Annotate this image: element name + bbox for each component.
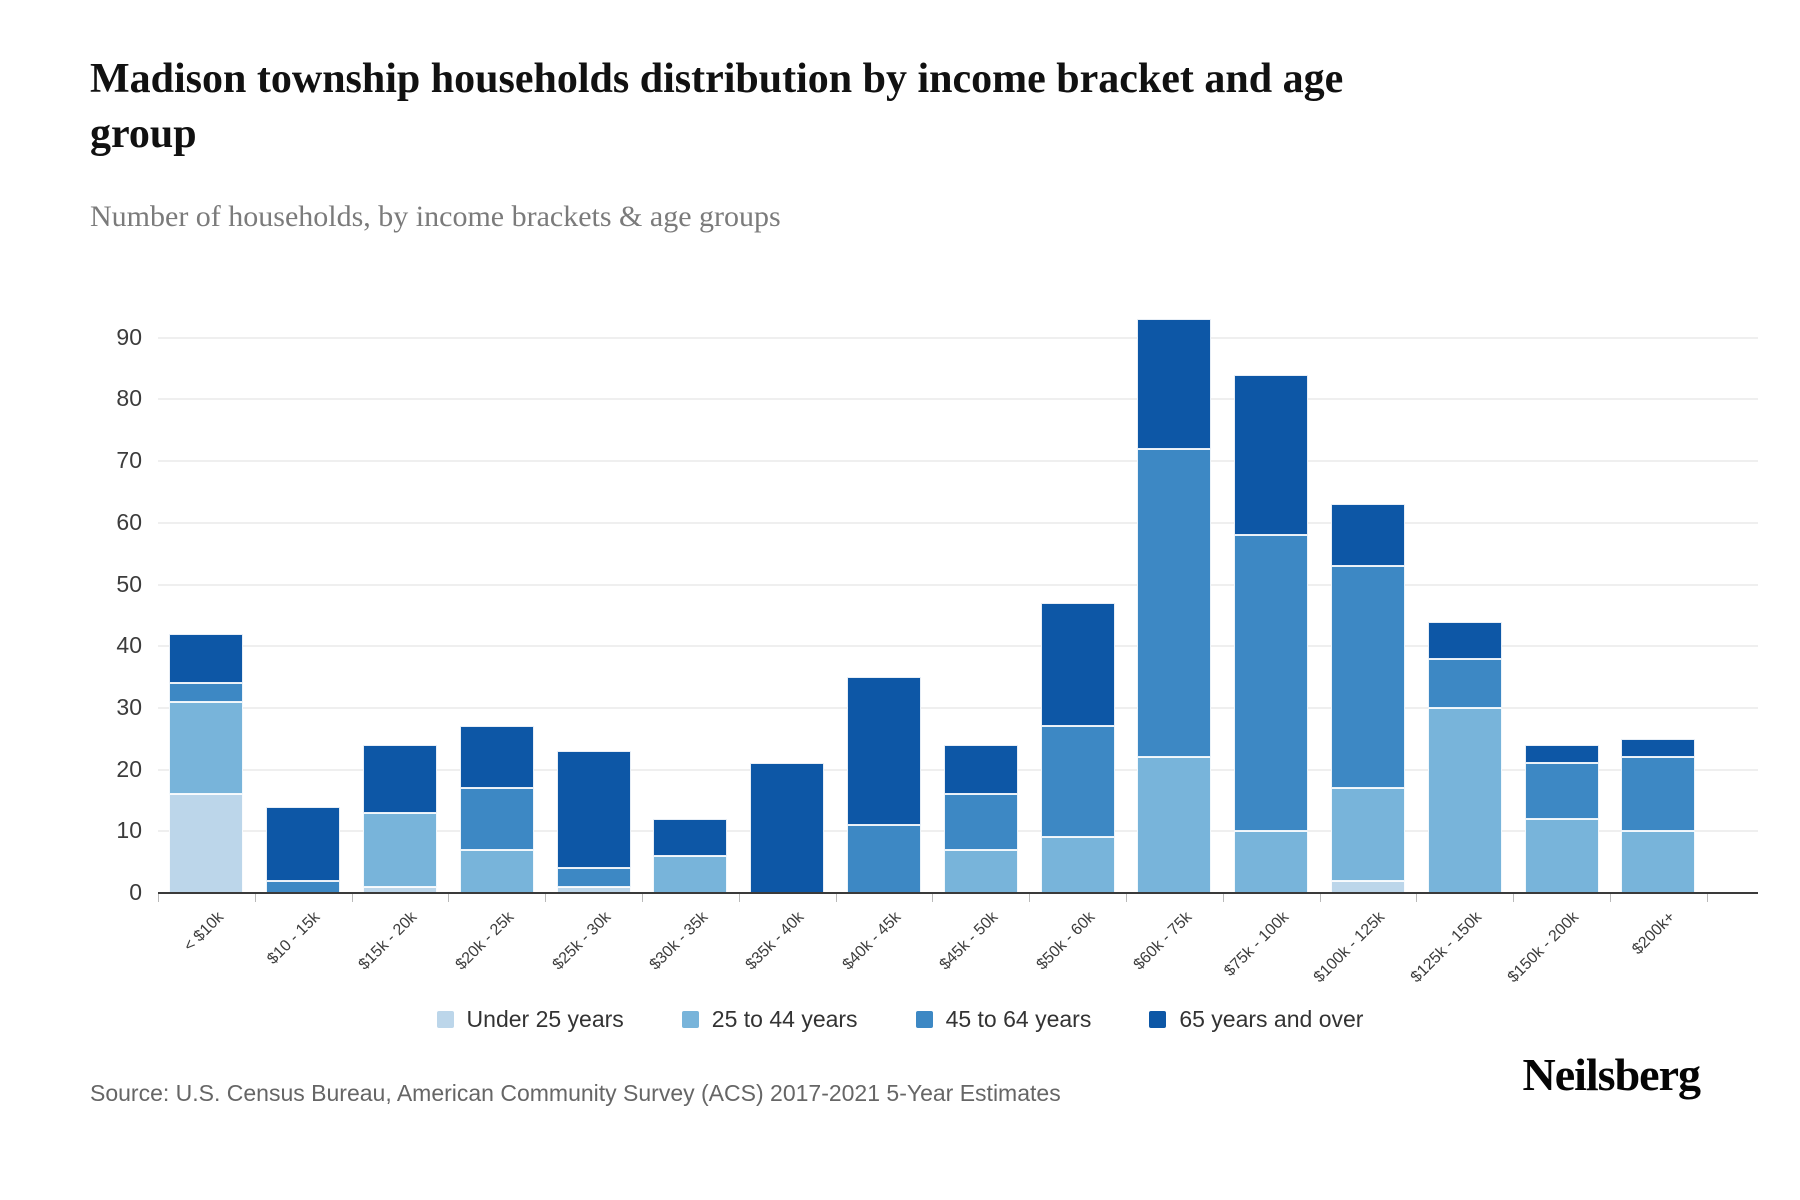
bar-segment[interactable] <box>169 794 244 893</box>
legend-swatch-icon <box>436 1011 454 1028</box>
y-axis-tick-label: 20 <box>116 755 142 782</box>
x-axis-tick: $200k+ <box>1433 906 1679 958</box>
bar-segment[interactable] <box>1331 565 1405 789</box>
x-axis-tick-mark <box>545 894 547 902</box>
bar-segment[interactable] <box>1427 707 1502 893</box>
y-axis-tick-label: 70 <box>116 447 142 474</box>
legend-label: 65 years and over <box>1179 1006 1364 1032</box>
gridline-y-70 <box>158 460 1758 463</box>
legend-label: Under 25 years <box>466 1006 624 1032</box>
x-axis-tick-mark <box>738 894 740 902</box>
bar-segment[interactable] <box>1234 831 1309 893</box>
bar-segment[interactable] <box>459 726 534 789</box>
x-axis-tick-mark <box>1222 894 1224 902</box>
bar-segment[interactable] <box>1621 757 1696 832</box>
bar-segment[interactable] <box>1331 504 1405 566</box>
gridline-y-80 <box>158 398 1758 401</box>
x-axis-tick-mark <box>1029 894 1031 902</box>
bar-segment[interactable] <box>1524 744 1599 764</box>
x-axis-tick-mark <box>1706 894 1708 902</box>
legend: Under 25 years 25 to 44 years 45 to 64 yea… <box>0 1006 1800 1033</box>
bar-segment[interactable] <box>943 849 1018 893</box>
bar-segment[interactable] <box>847 825 921 893</box>
legend-label: 25 to 44 years <box>711 1006 858 1032</box>
bar-segment[interactable] <box>1621 738 1696 758</box>
gridline-y-50 <box>158 583 1758 586</box>
legend-swatch-icon <box>1149 1011 1167 1028</box>
x-axis-tick-mark <box>254 894 256 902</box>
chart-subtitle: Number of households, by income brackets… <box>90 200 781 233</box>
x-axis-tick-mark <box>1513 894 1515 902</box>
x-axis-tick-mark <box>642 894 643 902</box>
x-axis-tick-mark <box>1416 894 1418 902</box>
bar-segment[interactable] <box>1234 374 1309 536</box>
bar-segment[interactable] <box>943 744 1018 795</box>
bar-segment[interactable] <box>653 818 728 856</box>
x-axis-tick-mark <box>158 894 159 902</box>
bar-segment[interactable] <box>459 849 534 893</box>
legend-swatch-icon <box>681 1011 699 1028</box>
bar-segment[interactable] <box>653 855 728 893</box>
x-axis-tick-mark <box>1126 894 1127 902</box>
chart-title-line1: Madison township households distribution… <box>90 56 1344 102</box>
x-axis-tick-mark <box>835 894 837 902</box>
bar-segment[interactable] <box>750 763 825 893</box>
bar-segment[interactable] <box>169 633 244 684</box>
x-axis-tick-mark <box>351 894 353 902</box>
legend-item[interactable]: 25 to 44 years <box>681 1006 858 1033</box>
bar-segment[interactable] <box>556 751 631 869</box>
y-axis-tick-label: 0 <box>129 879 142 905</box>
y-axis-tick-label: 40 <box>116 632 142 659</box>
bar-segment[interactable] <box>847 677 921 826</box>
legend-swatch-icon <box>915 1011 933 1028</box>
x-axis-tick-mark <box>932 894 934 902</box>
x-axis-tick-mark <box>1610 894 1611 902</box>
y-axis-tick-label: 60 <box>116 508 142 535</box>
bar-segment[interactable] <box>1427 621 1502 659</box>
legend-item[interactable]: Under 25 years <box>436 1006 624 1033</box>
bar-segment[interactable] <box>1040 726 1115 838</box>
x-axis-tick-label: $200k+ <box>1629 908 1680 959</box>
bar-segment[interactable] <box>266 806 341 881</box>
bar-segment[interactable] <box>1137 319 1212 449</box>
bar-segment[interactable] <box>459 788 534 850</box>
gridline-y-40 <box>158 645 1758 648</box>
gridline-y-60 <box>158 521 1758 524</box>
y-axis-tick-label: 80 <box>116 385 142 412</box>
y-axis-tick-label: 10 <box>116 817 142 844</box>
brand-logo: Neilsberg <box>1522 1049 1701 1100</box>
bar-segment[interactable] <box>1137 448 1212 758</box>
bar-segment[interactable] <box>943 794 1018 850</box>
y-axis-tick-label: 50 <box>116 570 142 597</box>
gridline-y-30 <box>158 706 1758 709</box>
bar-segment[interactable] <box>1331 788 1405 881</box>
bar-segment[interactable] <box>1524 818 1599 893</box>
bar-segment[interactable] <box>169 701 244 795</box>
bar-segment[interactable] <box>1427 658 1502 708</box>
chart-title-line2: group <box>90 110 197 157</box>
bar-segment[interactable] <box>363 812 437 887</box>
bar-segment[interactable] <box>1040 603 1115 727</box>
bar-segment[interactable] <box>1524 763 1599 819</box>
bar-segment[interactable] <box>1621 831 1696 893</box>
y-axis-tick-label: 30 <box>116 693 142 720</box>
legend-item[interactable]: 45 to 64 years <box>915 1006 1092 1033</box>
bar-segment[interactable] <box>556 868 631 887</box>
gridline-y-90 <box>158 336 1758 339</box>
chart-title: Madison township households distribution… <box>90 52 1650 161</box>
bar-segment[interactable] <box>169 683 244 702</box>
bar-segment[interactable] <box>1234 535 1309 832</box>
x-axis-line <box>158 892 1758 894</box>
x-axis-tick-mark <box>1319 894 1321 902</box>
legend-item[interactable]: 65 years and over <box>1149 1006 1363 1033</box>
bar-segment[interactable] <box>363 744 437 813</box>
legend-label: 45 to 64 years <box>945 1006 1092 1032</box>
bar-segment[interactable] <box>1040 837 1115 893</box>
x-axis-tick-mark <box>448 894 450 902</box>
y-axis-tick-label: 90 <box>116 323 142 350</box>
bar-segment[interactable] <box>1137 757 1212 893</box>
source-attribution: Source: U.S. Census Bureau, American Com… <box>90 1080 1061 1106</box>
